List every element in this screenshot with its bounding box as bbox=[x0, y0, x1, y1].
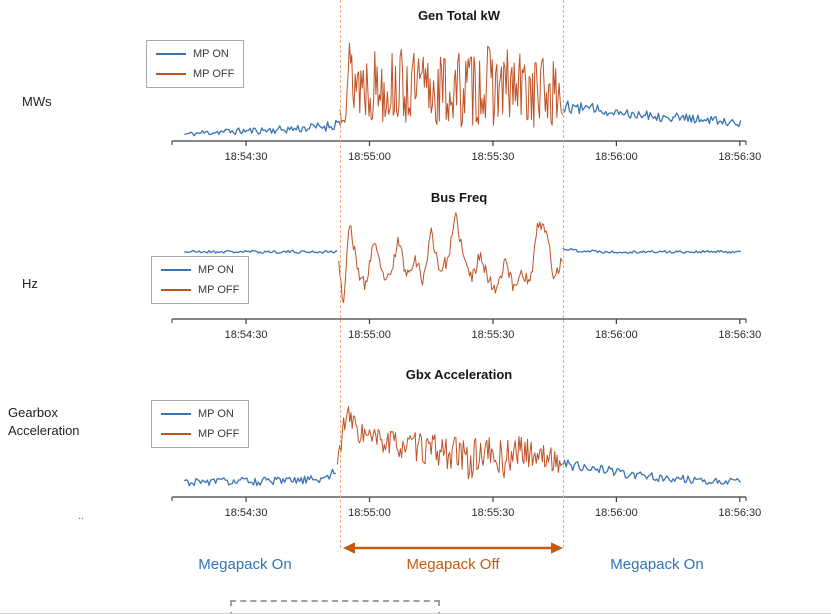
series-mp-on bbox=[184, 119, 342, 137]
legend-item-mp-on: MP ON bbox=[156, 48, 234, 60]
series-mp-on bbox=[562, 247, 741, 254]
chart-svg-0: 18:54:30 18:55:00 18:55:30 18:56:00 18:56:30 bbox=[171, 42, 761, 163]
mp-off-end-guide-line bbox=[563, 0, 564, 548]
mp-on-line-swatch bbox=[156, 53, 186, 55]
x-tick-label: 18:55:00 bbox=[348, 507, 391, 519]
megapack-off-arrow-icon bbox=[342, 540, 564, 556]
x-tick-label: 18:56:00 bbox=[595, 329, 638, 341]
legend-item-mp-on: MP ON bbox=[161, 408, 239, 420]
chart-panel-gbx-acceleration: 18:54:30 18:55:00 18:55:30 18:56:00 18:56:30 bbox=[90, 356, 790, 534]
chart-panel-bus-freq: 18:54:30 18:55:00 18:55:30 18:56:00 18:56:30 bbox=[90, 178, 790, 356]
legend-label: MP ON bbox=[198, 264, 234, 276]
legend-box-top: MP ON MP OFF bbox=[146, 40, 245, 88]
x-tick-label: 18:55:00 bbox=[348, 151, 391, 163]
x-tick-label: 18:56:00 bbox=[595, 151, 638, 163]
selection-rectangle-artifact bbox=[230, 600, 440, 614]
x-tick-label: 18:55:00 bbox=[348, 329, 391, 341]
artifact-dots: .. bbox=[78, 510, 85, 522]
series-mp-on bbox=[562, 100, 742, 128]
series-mp-off bbox=[339, 42, 564, 128]
annotation-megapack-on-left: Megapack On bbox=[198, 556, 292, 573]
chart-panel-gen-total-kw: 18:54:30 18:55:00 18:55:30 18:56:00 18:56:30 bbox=[90, 0, 790, 178]
annotation-megapack-off: Megapack Off bbox=[406, 556, 500, 573]
legend-label: MP ON bbox=[193, 48, 229, 60]
ylabel-gearbox-acceleration: Gearbox Acceleration bbox=[8, 405, 80, 439]
x-tick-label: 18:54:30 bbox=[225, 151, 268, 163]
mp-off-start-guide-line bbox=[340, 0, 341, 548]
chart-svg-1: 18:54:30 18:55:00 18:55:30 18:56:00 18:56:30 bbox=[171, 212, 761, 341]
ylabel-mws: MWs bbox=[22, 94, 52, 109]
legend-box-bottom: MP ON MP OFF bbox=[151, 400, 250, 448]
legend-item-mp-off: MP OFF bbox=[156, 68, 234, 80]
chart-title-bus-freq: Bus Freq bbox=[430, 190, 488, 205]
chart-title-gen-total-kw: Gen Total kW bbox=[417, 8, 501, 23]
series-mp-on bbox=[562, 459, 742, 485]
legend-item-mp-off: MP OFF bbox=[161, 428, 239, 440]
mp-off-line-swatch bbox=[156, 73, 186, 75]
legend-label: MP ON bbox=[198, 408, 234, 420]
legend-label: MP OFF bbox=[193, 68, 235, 80]
x-tick-label: 18:56:30 bbox=[718, 507, 761, 519]
mp-off-line-swatch bbox=[161, 433, 191, 435]
x-tick-label: 18:54:30 bbox=[225, 507, 268, 519]
series-mp-on bbox=[184, 249, 338, 254]
legend-label: MP OFF bbox=[198, 428, 240, 440]
annotation-megapack-on-right: Megapack On bbox=[610, 556, 704, 573]
chart-title-gbx-acceleration: Gbx Acceleration bbox=[405, 367, 513, 382]
x-tick-label: 18:55:30 bbox=[472, 329, 515, 341]
series-mp-on bbox=[183, 468, 336, 487]
x-tick-label: 18:54:30 bbox=[225, 329, 268, 341]
legend-box-middle: MP ON MP OFF bbox=[151, 256, 250, 304]
x-tick-label: 18:55:30 bbox=[472, 507, 515, 519]
mp-off-line-swatch bbox=[161, 289, 191, 291]
chart-svg-2: 18:54:30 18:55:00 18:55:30 18:56:00 18:56:30 bbox=[171, 406, 761, 519]
x-tick-label: 18:55:30 bbox=[472, 151, 515, 163]
series-mp-off bbox=[336, 406, 563, 480]
x-tick-label: 18:56:30 bbox=[718, 151, 761, 163]
mp-on-line-swatch bbox=[161, 269, 191, 271]
legend-label: MP OFF bbox=[198, 284, 240, 296]
ylabel-hz: Hz bbox=[22, 276, 38, 291]
legend-item-mp-off: MP OFF bbox=[161, 284, 239, 296]
legend-item-mp-on: MP ON bbox=[161, 264, 239, 276]
x-tick-label: 18:56:30 bbox=[718, 329, 761, 341]
series-mp-off bbox=[338, 212, 563, 304]
x-tick-label: 18:56:00 bbox=[595, 507, 638, 519]
mp-on-line-swatch bbox=[161, 413, 191, 415]
